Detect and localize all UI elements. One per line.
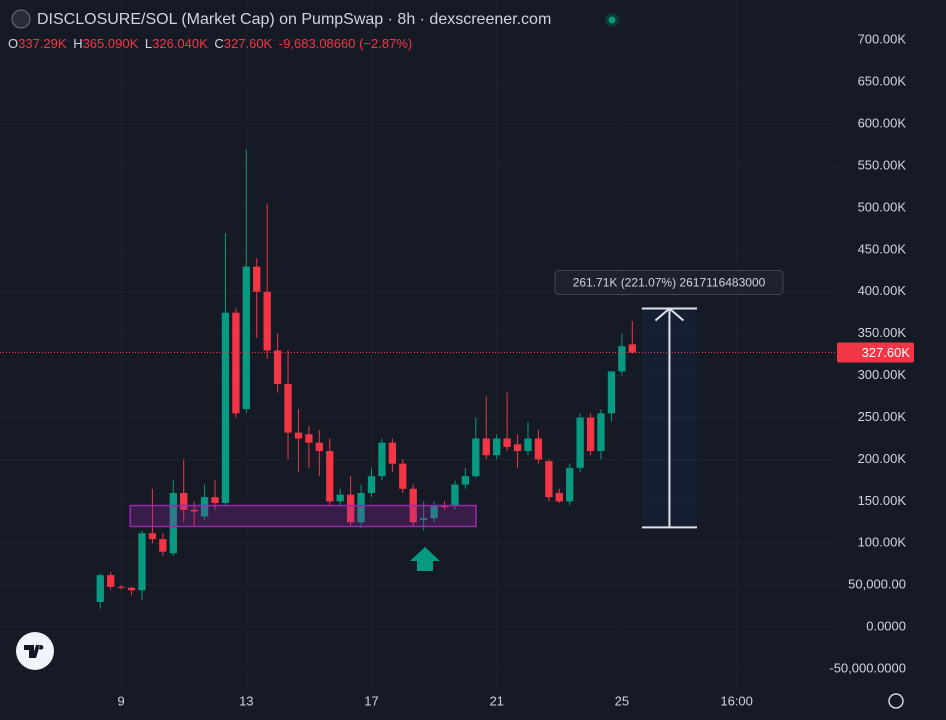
candle-body [440,505,449,508]
y-tick-label: 350.00K [858,325,907,340]
y-tick-label: 450.00K [858,241,907,256]
candle-body [242,266,250,410]
candle-body [232,312,240,414]
y-tick-label: 0.0000 [866,619,906,634]
candle-body [273,350,282,384]
y-tick-label: 200.00K [858,451,907,466]
y-tick-label: 50,000.00 [848,577,906,592]
token-icon [11,9,31,29]
candle-body [315,442,323,452]
candle-body [472,438,480,477]
candle-body [566,467,574,502]
status-dot [608,16,616,24]
x-tick-label: 13 [239,693,253,708]
candle-body [451,484,459,506]
candle-body [336,494,344,502]
candle-body [388,442,397,464]
candle-body [284,383,292,433]
x-tick-label: 16:00 [720,693,753,708]
change-value: -9,683.08660 (−2.87%) [279,36,412,51]
x-tick-label: 9 [118,693,125,708]
x-tick-label: 25 [615,693,629,708]
candle-body [628,344,636,353]
o-key: O [8,36,18,51]
candle-body [200,497,209,517]
last-price-label: 327.60K [862,345,911,360]
candle-body [524,438,532,452]
candle-body [190,509,198,512]
candle-body [253,266,261,292]
candle-body [461,476,470,485]
y-tick-label: 550.00K [858,157,907,172]
x-tick-label: 17 [364,693,378,708]
y-tick-label: -50,000.0000 [829,660,906,675]
l-value: 326.040K [152,36,208,51]
candle-body [513,444,522,452]
y-tick-label: 300.00K [858,367,907,382]
candle-body [576,417,584,468]
y-tick-label: 100.00K [858,535,907,550]
candle-body [378,442,386,477]
candle-body [534,438,543,460]
y-tick-label: 650.00K [858,74,907,89]
tv-logo [16,632,54,670]
zone-box [129,504,477,528]
c-value: 327.60K [224,36,273,51]
l-key: L [145,36,152,51]
candle-body [138,533,146,591]
h-value: 365.090K [83,36,139,51]
y-tick-label: 150.00K [858,493,907,508]
candle-body [148,533,157,540]
candle-body [503,438,511,447]
candle-body [555,492,563,502]
chart-title: DISCLOSURE/SOL (Market Cap) on PumpSwap … [37,11,551,28]
candle-body [597,413,605,452]
settings-icon[interactable] [888,693,904,709]
marks [0,149,835,609]
x-tick-label: 21 [489,693,503,708]
candle-body [117,586,125,588]
candle-body [221,312,230,504]
ohlc-header: O337.29K H365.090K L326.040K C327.60K -9… [8,36,412,51]
candle-body [96,575,104,602]
y-tick-label: 600.00K [858,116,907,131]
candle-body [294,432,303,439]
candle-body [482,438,490,456]
candle-body [159,539,167,552]
y-tick-label: 400.00K [858,283,907,298]
o-value: 337.29K [18,36,67,51]
candle-body [107,575,115,587]
measure-label: 261.71K (221.07%) 2617116483000 [573,276,766,290]
candle-body [357,492,365,523]
measure-label-box [554,270,784,296]
y-tick-label: 500.00K [858,199,907,214]
measure-arrowhead [654,307,685,322]
candle-body [263,291,271,351]
candle-body [607,371,616,414]
candle-body [420,518,428,520]
candle-body [326,451,334,502]
candle-body [586,417,595,452]
y-tick-label: 700.00K [858,32,907,47]
candle-body [545,461,553,498]
up-arrow-marker [410,547,440,571]
c-key: C [214,36,223,51]
candle-body [169,492,177,554]
h-key: H [73,36,82,51]
candle-body [399,463,407,489]
candle-body [618,346,626,372]
candle-body [367,476,376,493]
candle-body [127,587,136,591]
candle-body [211,497,219,504]
candle-body [430,505,438,519]
candle-body [305,434,313,443]
candle-body [180,492,188,510]
last-price-tag [837,342,914,363]
y-tick-label: 250.00K [858,409,907,424]
candle-body [493,438,501,456]
candle-body [346,494,355,523]
